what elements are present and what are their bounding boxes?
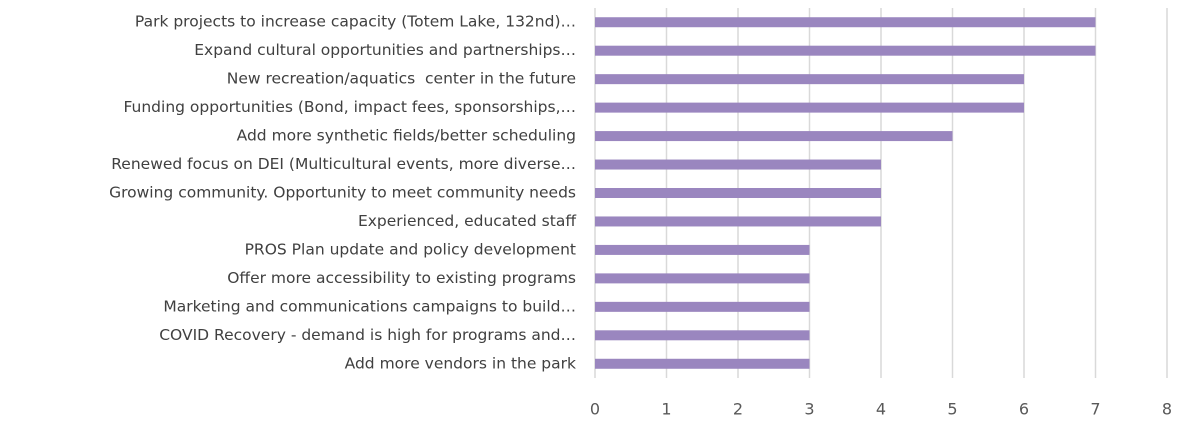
x-tick-label: 0 xyxy=(590,400,600,419)
x-tick-label: 1 xyxy=(661,400,671,419)
x-tick-label: 7 xyxy=(1090,400,1100,419)
y-tick-label: Funding opportunities (Bond, impact fees… xyxy=(123,98,576,116)
x-tick-label: 8 xyxy=(1162,400,1172,419)
bar xyxy=(595,102,1024,113)
y-tick-label: New recreation/aquatics center in the fu… xyxy=(227,70,576,88)
y-tick-label: Park projects to increase capacity (Tote… xyxy=(135,13,576,31)
bar xyxy=(595,216,881,227)
y-tick-label: Add more synthetic fields/better schedul… xyxy=(237,127,576,145)
x-tick-label: 4 xyxy=(876,400,886,419)
bar xyxy=(595,74,1024,85)
x-tick-label: 5 xyxy=(947,400,957,419)
bar xyxy=(595,159,881,170)
bar xyxy=(595,273,810,284)
bar xyxy=(595,17,1096,28)
x-tick-label: 2 xyxy=(733,400,743,419)
y-tick-label: COVID Recovery - demand is high for prog… xyxy=(159,326,576,344)
bar xyxy=(595,330,810,341)
x-tick-label: 3 xyxy=(804,400,814,419)
bar xyxy=(595,188,881,198)
y-tick-label: Offer more accessibility to existing pro… xyxy=(227,269,576,287)
x-tick-label: 6 xyxy=(1019,400,1029,419)
y-tick-label: PROS Plan update and policy development xyxy=(245,240,576,258)
bar xyxy=(595,244,810,255)
y-tick-label: Expand cultural opportunities and partne… xyxy=(194,41,576,59)
bar xyxy=(595,301,810,312)
bar xyxy=(595,45,1096,56)
y-tick-label: Renewed focus on DEI (Multicultural even… xyxy=(111,155,576,173)
y-tick-label: Add more vendors in the park xyxy=(345,354,576,372)
bar xyxy=(595,358,810,369)
y-tick-label: Experienced, educated staff xyxy=(358,212,576,230)
bar xyxy=(595,131,953,142)
y-tick-label: Growing community. Opportunity to meet c… xyxy=(109,184,576,202)
y-tick-label: Marketing and communications campaigns t… xyxy=(163,297,576,315)
